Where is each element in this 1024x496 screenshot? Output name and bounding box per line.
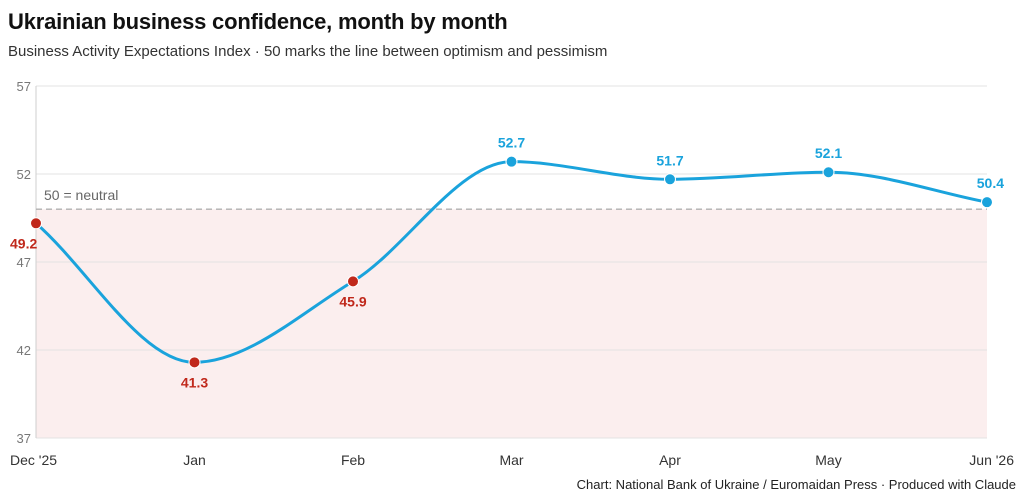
chart-subtitle: Business Activity Expectations Index · 5… <box>8 43 608 60</box>
x-tick-label: Feb <box>341 452 365 468</box>
data-label: 45.9 <box>339 293 366 309</box>
pessimism-zone <box>36 209 987 438</box>
data-point <box>664 173 676 186</box>
data-point <box>505 155 518 168</box>
data-point <box>30 217 42 230</box>
y-tick-label: 57 <box>17 79 31 94</box>
data-label: 51.7 <box>656 152 683 168</box>
chart-title: Ukrainian business confidence, month by … <box>8 9 508 34</box>
data-label: 41.3 <box>181 374 208 390</box>
data-point <box>981 196 993 209</box>
x-tick-label: Jun '26 <box>969 452 1014 468</box>
data-label: 52.7 <box>498 135 525 151</box>
x-tick-label: Jan <box>183 452 206 468</box>
x-tick-label: Mar <box>499 452 523 468</box>
neutral-reference-label: 50 = neutral <box>44 187 118 203</box>
y-tick-label: 37 <box>17 431 31 446</box>
data-point <box>347 275 359 288</box>
x-tick-label: Apr <box>659 452 681 468</box>
y-tick-label: 47 <box>17 255 31 270</box>
data-label: 50.4 <box>977 175 1004 191</box>
data-point <box>188 356 201 369</box>
data-label: 52.1 <box>815 145 842 161</box>
x-tick-label: Dec '25 <box>10 452 57 468</box>
x-tick-label: May <box>815 452 841 468</box>
data-label: 49.2 <box>10 235 37 251</box>
y-tick-label: 42 <box>17 343 31 358</box>
y-tick-label: 52 <box>17 167 31 182</box>
data-point <box>822 166 835 179</box>
chart-source-note: Chart: National Bank of Ukraine / Euroma… <box>576 477 1016 492</box>
